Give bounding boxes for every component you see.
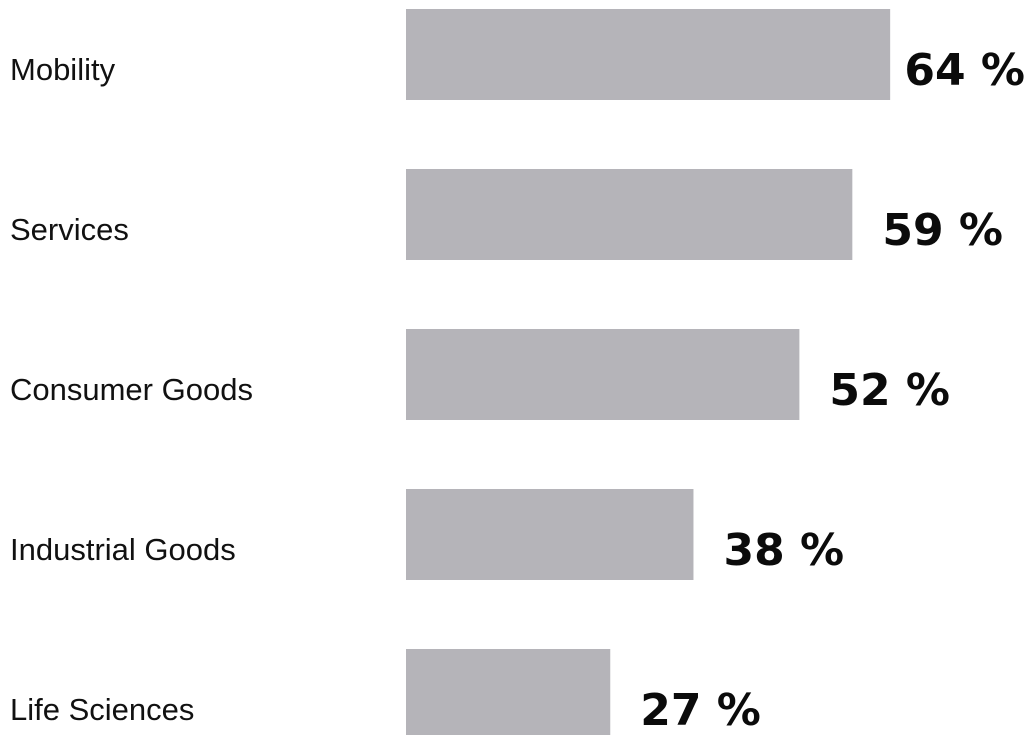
bar-life-sciences: [406, 649, 611, 735]
value-label: 59 %: [882, 205, 1003, 256]
labels-layer: Mobility 64 % Services 59 % Consumer Goods 52…: [10, 45, 1025, 735]
category-label: Life Sciences: [10, 692, 194, 727]
value-label: 38 %: [723, 525, 844, 576]
bar-consumer-goods: [406, 329, 800, 420]
value-label: 52 %: [829, 365, 950, 416]
bar-mobility: [406, 9, 891, 100]
bar-industrial-goods: [406, 489, 694, 580]
category-label: Mobility: [10, 52, 116, 87]
category-label: Industrial Goods: [10, 532, 236, 567]
category-label: Services: [10, 212, 129, 247]
value-label: 64 %: [904, 45, 1025, 96]
category-label: Consumer Goods: [10, 372, 253, 407]
bars-layer: [406, 9, 891, 735]
bar-services: [406, 169, 853, 260]
value-label: 27 %: [640, 685, 761, 735]
